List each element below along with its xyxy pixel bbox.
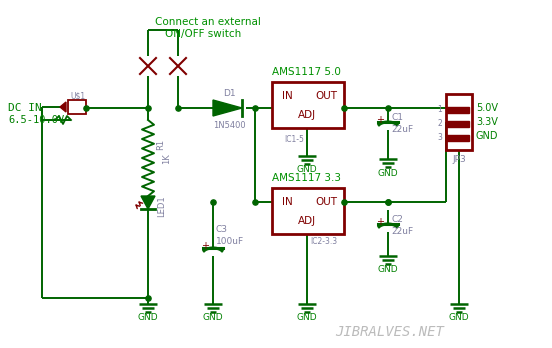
Text: U$1: U$1: [71, 92, 86, 101]
Text: Connect an external: Connect an external: [155, 17, 261, 27]
Text: 6.5-10.0V: 6.5-10.0V: [8, 115, 64, 125]
Text: 3: 3: [437, 134, 442, 142]
Text: D1: D1: [222, 89, 235, 98]
Text: AMS1117 3.3: AMS1117 3.3: [272, 173, 341, 183]
Text: C1: C1: [391, 112, 403, 121]
Text: LED1: LED1: [157, 195, 166, 217]
Text: IN: IN: [282, 91, 293, 101]
Text: +: +: [376, 217, 384, 227]
Text: GND: GND: [378, 266, 399, 275]
Text: JP3: JP3: [452, 155, 466, 164]
Text: R1: R1: [156, 139, 165, 150]
Text: 2: 2: [437, 119, 442, 128]
Text: 22uF: 22uF: [391, 227, 413, 236]
Bar: [447, 135, 469, 141]
Text: GND: GND: [137, 314, 158, 323]
Bar: [68, 100, 86, 114]
Text: IN: IN: [282, 197, 293, 207]
Text: ON/OFF switch: ON/OFF switch: [165, 29, 241, 39]
Text: 1N5400: 1N5400: [213, 121, 245, 130]
Text: 100uF: 100uF: [216, 237, 244, 246]
Text: OUT: OUT: [315, 91, 337, 101]
Text: IC1-5: IC1-5: [284, 135, 304, 144]
Text: GND: GND: [203, 314, 224, 323]
Text: 3.3V: 3.3V: [476, 117, 498, 127]
Text: 5.0V: 5.0V: [476, 103, 498, 113]
Text: 1K: 1K: [162, 153, 171, 164]
Text: AMS1117 5.0: AMS1117 5.0: [272, 67, 341, 77]
Text: 1: 1: [437, 105, 442, 114]
Text: JIBRALVES.NET: JIBRALVES.NET: [336, 325, 444, 339]
Text: +: +: [376, 115, 384, 125]
Bar: [447, 121, 469, 127]
Bar: [447, 107, 469, 113]
Text: IC2-3.3: IC2-3.3: [310, 237, 337, 245]
Text: 22uF: 22uF: [391, 126, 413, 134]
Polygon shape: [60, 102, 66, 112]
Text: C2: C2: [391, 214, 403, 223]
Text: GND: GND: [296, 166, 317, 174]
Bar: [272, 188, 344, 234]
Text: OUT: OUT: [315, 197, 337, 207]
Text: +: +: [201, 241, 209, 251]
Text: DC IN: DC IN: [8, 103, 42, 113]
Text: ADJ: ADJ: [298, 216, 316, 226]
Bar: [272, 82, 344, 128]
Text: GND: GND: [378, 168, 399, 177]
Text: ADJ: ADJ: [298, 110, 316, 120]
Text: GND: GND: [476, 131, 498, 141]
Text: GND: GND: [449, 314, 469, 323]
Bar: [446, 94, 472, 150]
Polygon shape: [141, 196, 155, 209]
Text: GND: GND: [296, 314, 317, 323]
Text: C3: C3: [216, 224, 228, 234]
Polygon shape: [213, 100, 242, 116]
